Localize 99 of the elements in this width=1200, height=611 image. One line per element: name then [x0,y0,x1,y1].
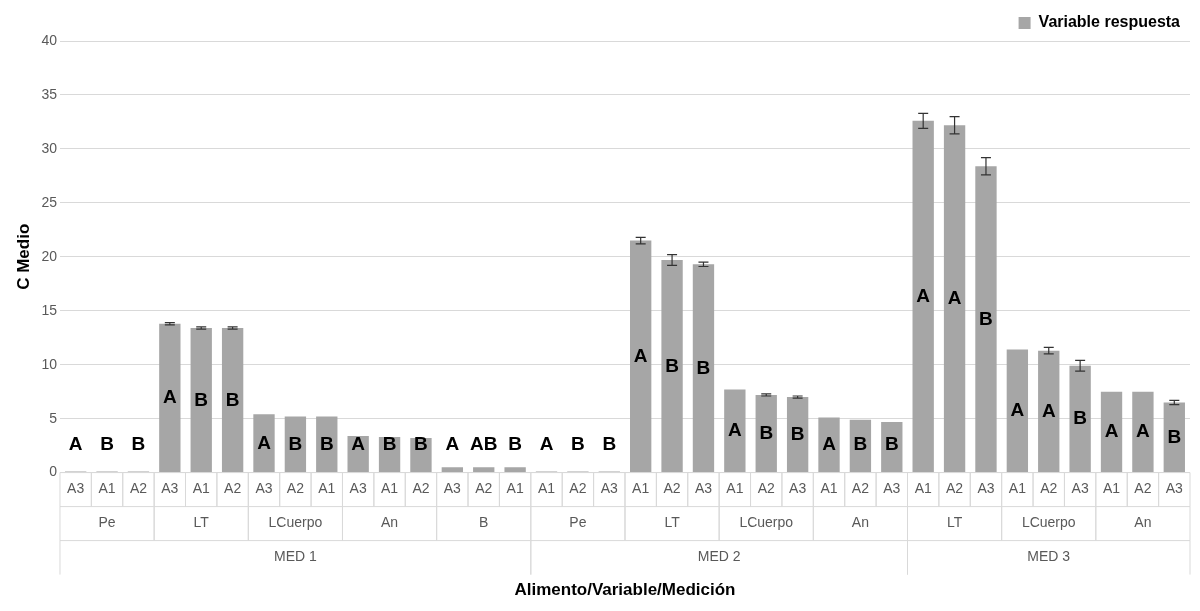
x-tick-label: A2 [663,480,681,497]
data-label: A [162,386,177,408]
y-tick-label: 15 [41,301,58,318]
data-label: B [884,432,899,454]
x-tick-label: A1 [726,480,744,497]
x-tick-label: A2 [286,480,305,497]
x-tick-label: A2 [946,480,964,497]
x-tick-label: A1 [914,480,932,497]
data-label: A [633,344,648,366]
data-label: A [1104,420,1119,442]
x-tick-label: A3 [883,480,901,497]
text: LCuerpo [739,514,794,531]
x-tick-label: A1 [98,480,116,497]
data-label: B [100,432,114,454]
x-tick-label: A1 [381,480,399,497]
x-tick-label: A2 [129,480,148,497]
x-tick-label: A3 [161,480,179,497]
data-label: A [727,419,742,441]
data-label: B [790,423,805,445]
data-label: A [68,432,83,454]
data-label: B [696,356,711,378]
x-tick-label: A1 [506,480,524,497]
x-tick-label: A3 [255,480,273,497]
x-axis-title: Alimento/Variable/Medición [514,580,736,600]
text: MED 3 [1027,548,1071,565]
x-tick-label: A2 [1040,480,1058,497]
x-tick-label: A2 [475,480,493,497]
data-label: B [1073,407,1087,429]
y-tick-label: 40 [41,31,58,48]
text: An [1134,514,1152,531]
x-tick-label: A2 [757,480,776,497]
x-tick-label: A1 [537,480,556,497]
text: MED 1 [274,548,317,565]
y-tick-label: 30 [41,139,58,156]
data-label: A [947,287,962,309]
x-tick-label: A3 [600,480,619,497]
data-label: B [414,432,428,454]
text: Pe [569,514,587,531]
y-tick-label: 10 [41,355,58,372]
x-tick-label: A2 [412,480,430,497]
data-label: A [445,432,460,454]
x-tick-label: A3 [789,480,807,497]
x-tick-label: A2 [569,480,587,497]
data-label: B [602,432,617,454]
y-tick-label: 20 [41,247,58,264]
x-tick-label: A1 [632,480,650,497]
data-label: B [225,388,240,410]
legend-label: Variable respuesta [1038,13,1181,31]
x-tick-label: A1 [1102,480,1121,497]
text: LT [664,514,681,531]
data-label: A [822,432,837,454]
data-label: A [351,432,366,454]
data-label: A [1136,420,1151,442]
text: LCuerpo [1021,514,1076,531]
data-label: B [665,354,679,376]
x-tick-label: A2 [224,480,242,497]
data-label: A [1041,399,1056,421]
x-tick-label: A3 [443,480,462,497]
data-label: B [131,432,146,454]
data-label: B [194,388,209,410]
data-label: B [382,432,397,454]
y-tick-label: 25 [41,193,58,210]
data-label: B [319,432,334,454]
x-tick-label: A2 [1134,480,1152,497]
text: MED 2 [697,548,741,565]
data-label: B [759,421,774,443]
x-tick-label: A3 [67,480,85,497]
y-tick-label: 35 [41,85,58,102]
x-tick-label: A1 [318,480,336,497]
text: Pe [98,514,116,531]
x-tick-label: A3 [977,480,995,497]
data-label: A [1010,399,1025,421]
text: An [851,514,869,531]
x-tick-label: A1 [820,480,838,497]
text: An [381,514,399,531]
data-label: AB [470,432,498,454]
x-tick-label: A2 [851,480,870,497]
data-label: B [853,432,868,454]
data-label: B [288,432,303,454]
x-tick-label: A1 [1008,480,1027,497]
data-label: A [916,284,931,306]
data-label: B [1167,425,1182,447]
text: LCuerpo [268,514,323,531]
data-label: B [571,432,585,454]
data-label: A [257,431,272,453]
y-tick-label: 5 [49,409,58,426]
x-tick-label: A3 [1071,480,1089,497]
data-label: B [508,432,522,454]
x-tick-label: A3 [1165,480,1184,497]
x-tick-label: A3 [349,480,367,497]
x-tick-label: A1 [192,480,210,497]
text: B [479,514,489,531]
text: LT [946,514,963,531]
text: LT [193,514,210,531]
x-tick-label: A3 [694,480,713,497]
data-label: A [539,432,554,454]
data-label: B [979,307,993,329]
y-tick-label: 0 [49,463,58,480]
y-axis-title: C Medio [13,223,33,290]
